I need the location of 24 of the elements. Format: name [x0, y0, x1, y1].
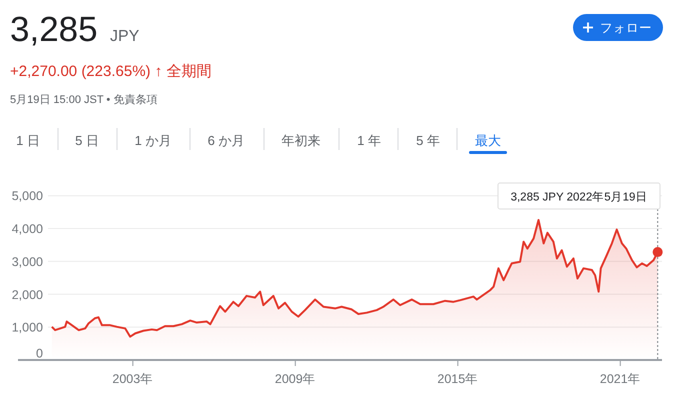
- x-tick-label: 2003年: [112, 372, 154, 386]
- text: 5 年: [416, 133, 440, 148]
- y-tick-label: 0: [36, 346, 44, 360]
- y-tick-label: 3,000: [12, 254, 44, 269]
- y-tick-label: 2,000: [12, 288, 44, 302]
- chart-title: 3,285: [10, 10, 98, 49]
- text: 最大: [475, 133, 501, 148]
- text: +2,270.00 (223.65%) ↑ 全期間: [10, 63, 212, 80]
- text: 5月19日 15:00 JST • 免責条項: [10, 93, 158, 106]
- text: 5 日: [75, 133, 99, 148]
- text: 1 日: [16, 133, 40, 148]
- text: 1 年: [357, 133, 381, 148]
- text: フォロー: [600, 21, 652, 35]
- annotation: 3,285 JPY 2022年5月19日: [510, 190, 648, 204]
- text: 1 か月: [134, 133, 172, 148]
- text: 6 か月: [208, 133, 244, 148]
- x-tick-label: 2015年: [437, 372, 478, 386]
- y-tick-label: 1,000: [12, 320, 44, 335]
- x-tick-label: 2009年: [274, 372, 316, 386]
- x-tick-label: 2021年: [600, 372, 641, 386]
- text: 年初来: [282, 133, 320, 148]
- y-tick-label: 4,000: [12, 222, 44, 236]
- y-tick-label: 5,000: [12, 189, 44, 204]
- chart-subtitle: JPY: [110, 28, 140, 45]
